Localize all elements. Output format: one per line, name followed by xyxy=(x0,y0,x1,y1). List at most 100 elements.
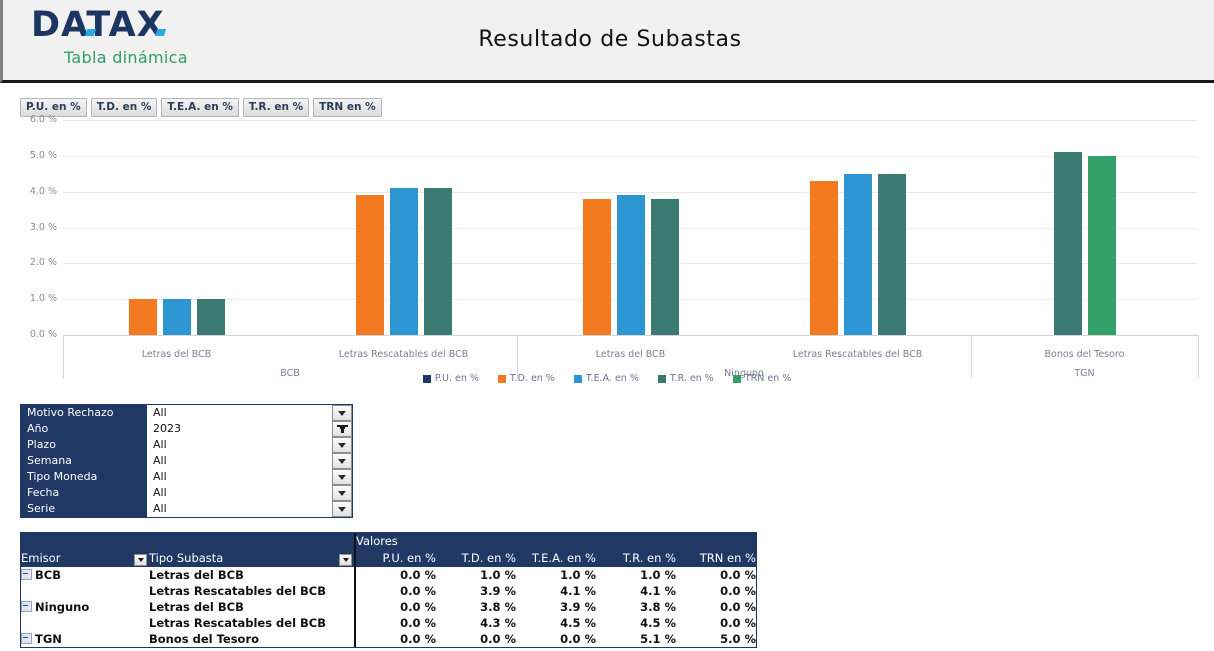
pivot-cell-emisor[interactable]: TGN xyxy=(21,631,149,647)
pivot-header-row-columns: Emisor Tipo Subasta P.U. en % T.D. en % T.E.… xyxy=(21,549,756,567)
pivot-cell-value: 0.0 % xyxy=(400,568,436,582)
pivot-cell-emisor[interactable]: BCB xyxy=(21,567,149,583)
chart-bar xyxy=(389,188,418,335)
pivot-cell-emisor-label: Ninguno xyxy=(35,600,90,614)
chevron-down-icon xyxy=(338,474,346,480)
chart-bar xyxy=(877,173,906,335)
pivot-value-column-header: P.U. en % xyxy=(354,549,436,567)
pivot-header-row-top: Valores xyxy=(21,533,756,549)
pivot-cell-value: 3.9 % xyxy=(480,584,516,598)
filter-label: Semana xyxy=(21,453,146,469)
x-axis-group-label: Ninguno xyxy=(724,368,764,379)
pivot-cell-value: 5.1 % xyxy=(640,632,676,646)
pivot-cell-tipo-subasta: Letras del BCB xyxy=(149,567,356,583)
chart-bar xyxy=(616,195,645,335)
y-axis-tick-label: 3.0 % xyxy=(29,221,57,233)
y-axis-tick-label: 6.0 % xyxy=(29,114,57,125)
pivot-cell-emisor xyxy=(21,615,149,631)
filter-row-motivo-rechazo: Motivo Rechazo All xyxy=(21,405,352,421)
x-axis-category-label: Letras del BCB xyxy=(141,349,212,360)
legend-label: TRN en % xyxy=(744,373,792,384)
pivot-cell-value: 0.0 % xyxy=(560,632,596,646)
chart-bar xyxy=(1087,155,1116,335)
y-axis-tick-label: 0.0 % xyxy=(29,329,57,340)
x-axis-group-label: TGN xyxy=(1074,368,1095,379)
pivot-cell-value: 3.8 % xyxy=(480,600,516,614)
legend-label: T.R. en % xyxy=(669,373,714,384)
filter-label: Fecha xyxy=(21,485,146,501)
filter-dropdown-button[interactable] xyxy=(332,437,352,453)
filter-dropdown-button[interactable] xyxy=(332,405,352,421)
slicer-button-4[interactable]: TRN en % xyxy=(313,98,382,117)
pivot-column-header-emisor-label: Emisor xyxy=(21,550,61,565)
pivot-cell-emisor xyxy=(21,583,149,599)
bar-chart: 0.0 % 1.0 % 2.0 % 3.0 % 4.0 % 5.0 % 6.0 % Letr… xyxy=(0,114,1214,390)
pivot-column-header-tipo-subasta[interactable]: Tipo Subasta xyxy=(149,549,356,567)
filter-value[interactable]: 2023 xyxy=(146,421,332,437)
filter-value[interactable]: All xyxy=(146,501,332,517)
chart-gridline xyxy=(63,155,1198,157)
pivot-column-header-emisor[interactable]: Emisor xyxy=(21,549,149,567)
logo-subtitle: Tabla dinámica xyxy=(64,48,188,67)
pivot-cell-emisor-label: BCB xyxy=(35,568,61,582)
x-axis-group-separator xyxy=(1198,335,1199,379)
filter-label: Año xyxy=(21,421,146,437)
filter-value[interactable]: All xyxy=(146,469,332,485)
measure-slicer-bar: P.U. en % T.D. en % T.E.A. en % T.R. en % TR… xyxy=(20,98,382,117)
pivot-value-column-header: TRN en % xyxy=(676,549,756,567)
slicer-button-0[interactable]: P.U. en % xyxy=(20,98,87,117)
filter-panel: Motivo Rechazo All Año 2023 Plazo All Semana Al… xyxy=(20,404,353,518)
pivot-cell-value: 1.0 % xyxy=(560,568,596,582)
chevron-down-icon xyxy=(342,557,349,562)
pivot-cell-value: 0.0 % xyxy=(720,568,756,582)
pivot-cell-value: 0.0 % xyxy=(400,584,436,598)
pivot-cell-value: 1.0 % xyxy=(640,568,676,582)
pivot-cell-emisor[interactable]: Ninguno xyxy=(21,599,149,615)
legend-item: T.D. en % xyxy=(497,373,555,384)
filter-dropdown-button[interactable] xyxy=(332,453,352,469)
chevron-down-icon xyxy=(137,557,144,562)
slicer-button-1[interactable]: T.D. en % xyxy=(90,98,158,117)
slicer-button-2[interactable]: T.E.A. en % xyxy=(161,98,239,117)
filter-row-serie: Serie All xyxy=(21,501,352,517)
chart-bar xyxy=(162,299,191,335)
expand-toggle-icon[interactable] xyxy=(21,569,32,580)
chart-gridline xyxy=(63,335,1198,336)
filter-funnel-button[interactable] xyxy=(332,421,352,437)
brand-logo: DATAX Tabla dinámica xyxy=(31,6,188,67)
chart-legend: P.U. en % T.D. en % T.E.A. en % T.R. en % TR… xyxy=(0,373,1214,384)
pivot-cell-value: 0.0 % xyxy=(720,616,756,630)
x-axis-group-separator xyxy=(517,335,518,379)
filter-dropdown-button[interactable] xyxy=(332,501,352,517)
chart-bar xyxy=(650,198,679,335)
filter-value[interactable]: All xyxy=(146,437,332,453)
expand-toggle-icon[interactable] xyxy=(21,601,32,612)
pivot-cell-emisor-label: TGN xyxy=(35,632,62,646)
x-axis-category-label: Letras Rescatables del BCB xyxy=(338,349,469,360)
filter-funnel-icon xyxy=(336,424,348,434)
filter-row-plazo: Plazo All xyxy=(21,437,352,453)
x-axis-category-label: Letras Rescatables del BCB xyxy=(792,349,923,360)
emisor-filter-button[interactable] xyxy=(134,553,147,566)
x-axis-category-label: Bonos del Tesoro xyxy=(1044,349,1125,360)
page-header: DATAX Tabla dinámica Resultado de Subast… xyxy=(0,0,1214,83)
filter-dropdown-button[interactable] xyxy=(332,469,352,485)
chart-bar xyxy=(843,173,872,335)
slicer-button-3[interactable]: T.R. en % xyxy=(242,98,310,117)
tipo-subasta-filter-button[interactable] xyxy=(339,553,352,566)
pivot-cell-value: 4.5 % xyxy=(640,616,676,630)
filter-value[interactable]: All xyxy=(146,485,332,501)
filter-dropdown-button[interactable] xyxy=(332,485,352,501)
y-axis-tick-label: 2.0 % xyxy=(29,257,57,269)
pivot-header-valores: Valores xyxy=(354,533,756,549)
table-row: Letras Rescatables del BCB 0.0 % 3.9 % 4.1 … xyxy=(21,583,756,599)
pivot-table-grid: Valores Emisor Tipo Subasta P.U. en % T.D. … xyxy=(21,533,756,647)
filter-label: Tipo Moneda xyxy=(21,469,146,485)
filter-value[interactable]: All xyxy=(146,453,332,469)
chart-bar xyxy=(196,299,225,335)
filter-value[interactable]: All xyxy=(146,405,332,421)
chevron-down-icon xyxy=(338,458,346,464)
filter-label: Plazo xyxy=(21,437,146,453)
pivot-cell-value: 4.5 % xyxy=(560,616,596,630)
collapse-toggle-icon[interactable] xyxy=(21,633,32,644)
